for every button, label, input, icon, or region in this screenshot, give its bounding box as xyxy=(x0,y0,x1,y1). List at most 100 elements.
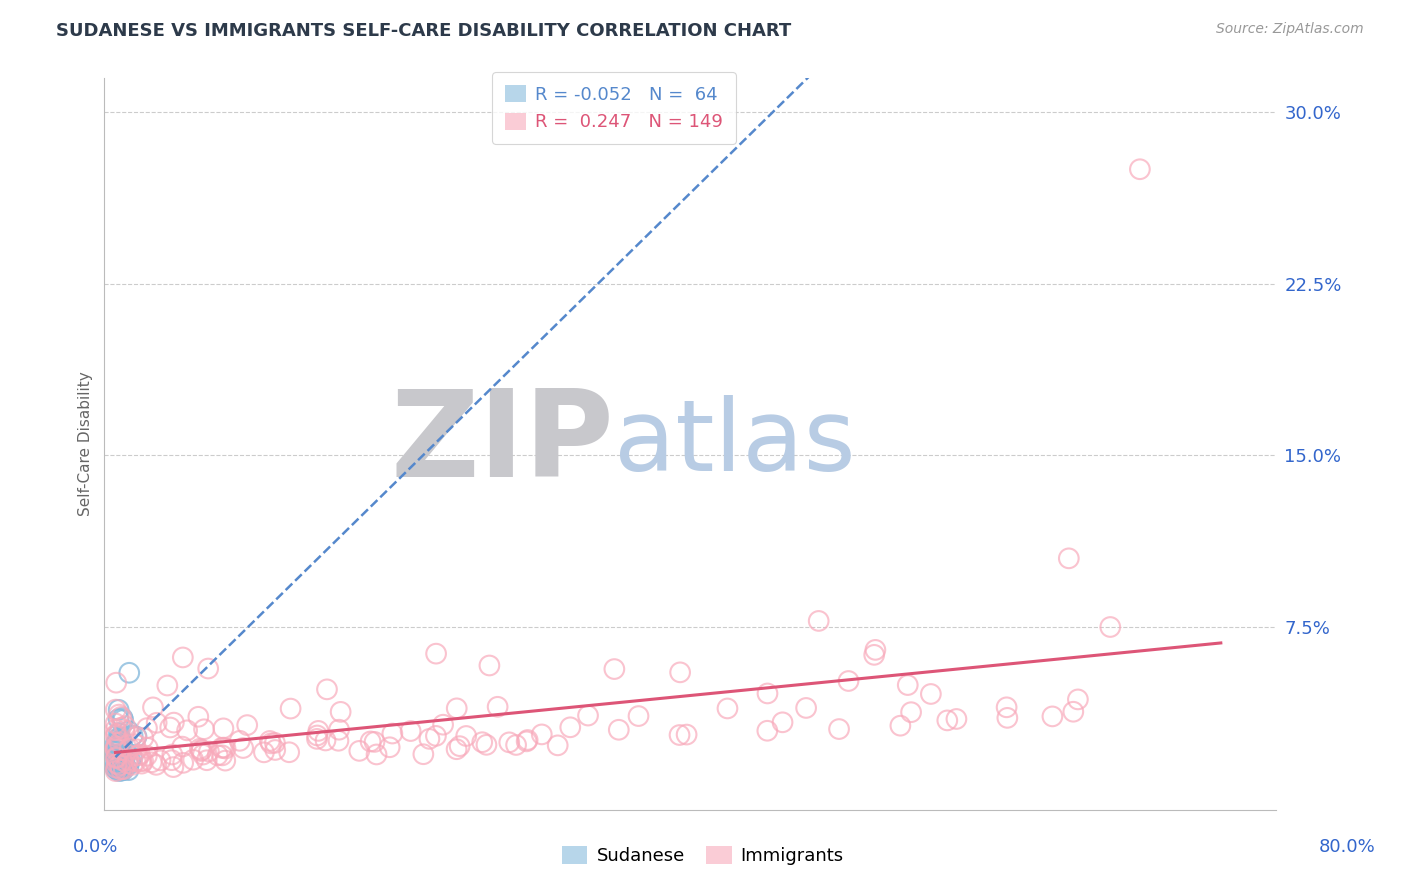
Point xyxy=(1129,162,1152,177)
Point xyxy=(316,682,339,697)
Point xyxy=(456,729,478,743)
Point xyxy=(547,739,569,753)
Point xyxy=(118,724,141,739)
Point xyxy=(110,732,132,747)
Point xyxy=(449,739,471,753)
Point xyxy=(229,734,252,748)
Point xyxy=(105,754,128,768)
Point xyxy=(132,754,155,768)
Point xyxy=(107,703,129,717)
Point xyxy=(125,730,148,744)
Point xyxy=(328,723,350,737)
Point xyxy=(136,740,159,755)
Point xyxy=(112,762,135,776)
Point xyxy=(110,762,132,776)
Point xyxy=(108,733,131,747)
Point xyxy=(560,720,582,734)
Point xyxy=(111,754,134,768)
Point xyxy=(110,764,132,778)
Point xyxy=(627,709,650,723)
Point xyxy=(280,701,302,715)
Point xyxy=(516,733,538,747)
Point xyxy=(187,710,209,724)
Point xyxy=(363,735,385,749)
Point xyxy=(212,722,235,736)
Point xyxy=(118,665,141,680)
Point xyxy=(399,724,422,739)
Point xyxy=(607,723,630,737)
Point xyxy=(794,701,817,715)
Point xyxy=(425,729,447,743)
Point xyxy=(900,705,922,719)
Point xyxy=(108,737,131,751)
Point xyxy=(104,750,127,764)
Point xyxy=(486,699,509,714)
Point xyxy=(945,712,967,726)
Point xyxy=(349,744,371,758)
Point xyxy=(236,718,259,732)
Point xyxy=(863,648,886,662)
Point xyxy=(111,754,134,768)
Point xyxy=(828,722,851,736)
Text: Source: ZipAtlas.com: Source: ZipAtlas.com xyxy=(1216,22,1364,37)
Point xyxy=(198,744,221,758)
Point xyxy=(936,714,959,728)
Point xyxy=(135,748,157,763)
Point xyxy=(125,742,148,756)
Point xyxy=(118,741,141,756)
Point xyxy=(264,736,287,750)
Text: ZIP: ZIP xyxy=(391,385,614,502)
Point xyxy=(104,742,127,756)
Point xyxy=(105,757,128,772)
Point xyxy=(110,721,132,735)
Point xyxy=(108,753,131,767)
Point xyxy=(105,757,128,772)
Point xyxy=(1042,709,1064,723)
Point xyxy=(118,757,141,772)
Point xyxy=(105,761,128,775)
Point xyxy=(121,750,143,764)
Point xyxy=(107,731,129,746)
Point xyxy=(105,727,128,741)
Point xyxy=(114,719,136,733)
Point xyxy=(110,710,132,724)
Point xyxy=(366,747,388,762)
Point xyxy=(105,750,128,764)
Point xyxy=(104,740,127,755)
Point xyxy=(107,747,129,762)
Point xyxy=(105,756,128,771)
Point xyxy=(117,763,139,777)
Point xyxy=(104,762,127,776)
Point xyxy=(117,753,139,767)
Point xyxy=(418,731,440,746)
Point xyxy=(105,751,128,765)
Point xyxy=(260,736,283,750)
Y-axis label: Self-Care Disability: Self-Care Disability xyxy=(79,372,93,516)
Point xyxy=(478,658,501,673)
Point xyxy=(104,759,127,773)
Point xyxy=(132,731,155,745)
Point xyxy=(162,760,184,774)
Point xyxy=(108,758,131,772)
Point xyxy=(104,764,127,778)
Point xyxy=(259,734,281,748)
Point xyxy=(159,721,181,735)
Point xyxy=(108,752,131,766)
Point xyxy=(1062,705,1084,719)
Point xyxy=(1067,692,1090,706)
Point xyxy=(110,735,132,749)
Point xyxy=(125,730,148,744)
Point xyxy=(889,719,911,733)
Point xyxy=(111,747,134,761)
Point xyxy=(149,753,172,767)
Point xyxy=(381,726,404,740)
Point xyxy=(163,715,186,730)
Point xyxy=(107,735,129,749)
Point xyxy=(105,761,128,775)
Point xyxy=(176,723,198,738)
Point xyxy=(190,744,212,758)
Point xyxy=(104,703,127,717)
Point xyxy=(115,756,138,770)
Point xyxy=(195,753,218,767)
Legend: R = -0.052   N =  64, R =  0.247   N = 149: R = -0.052 N = 64, R = 0.247 N = 149 xyxy=(492,72,735,144)
